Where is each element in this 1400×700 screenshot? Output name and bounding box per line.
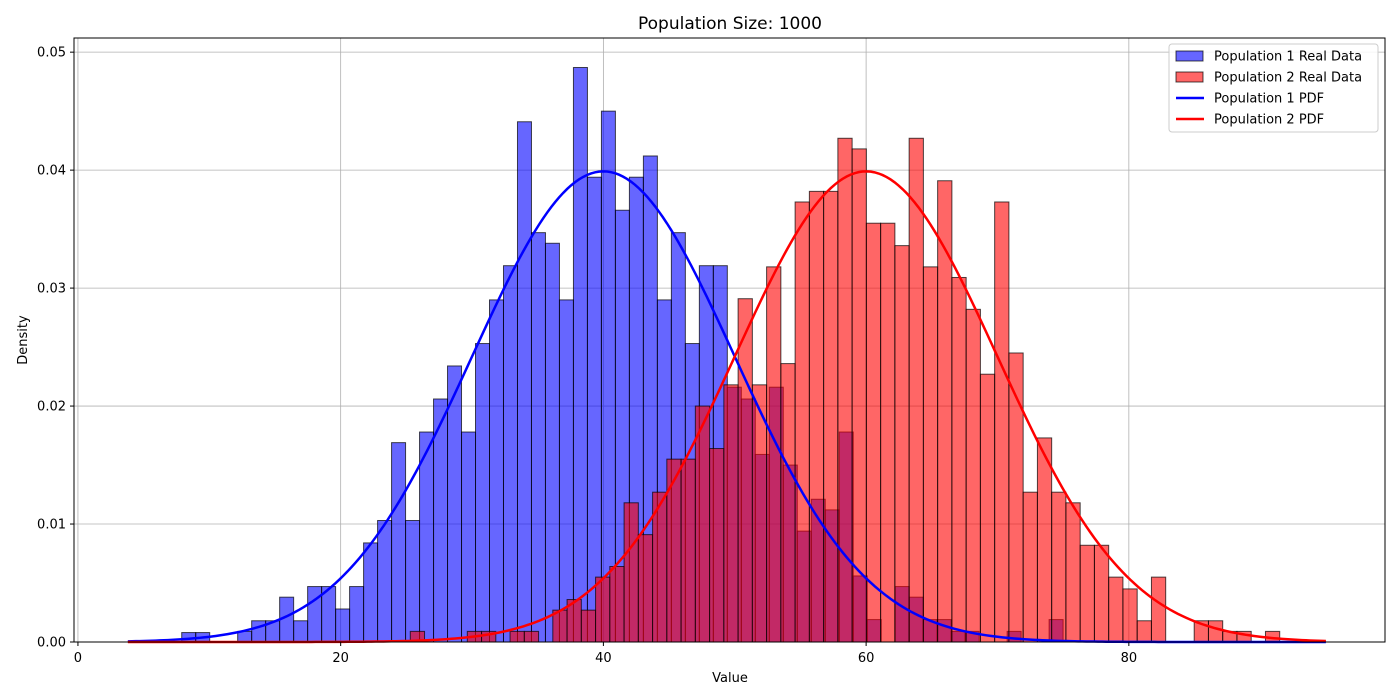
histogram-bar <box>880 222 896 643</box>
legend-swatch-patch <box>1175 71 1204 83</box>
histogram-bar <box>823 190 839 643</box>
histogram-bar <box>709 448 725 643</box>
histogram-bar <box>251 620 267 643</box>
y-tick-label: 0.03 <box>37 282 66 297</box>
histogram-bar <box>922 266 939 643</box>
legend: Population 1 Real Data Population 2 Real … <box>1168 43 1379 133</box>
histogram-bar <box>723 384 739 643</box>
plot-frame <box>73 37 1386 643</box>
histogram-bar <box>502 265 518 643</box>
histogram-bar <box>737 298 753 643</box>
histogram-bar <box>623 502 639 643</box>
legend-swatch-patch <box>1175 50 1204 62</box>
histogram-bar <box>1122 588 1138 643</box>
histogram-bar <box>951 276 967 643</box>
histogram-bar <box>321 586 337 643</box>
histogram-bar <box>1079 544 1095 643</box>
histogram-bar <box>994 201 1010 643</box>
y-axis-label: Density <box>16 315 31 365</box>
x-tick-label: 20 <box>332 651 349 666</box>
histogram-bar <box>1022 491 1038 643</box>
histogram-bar <box>780 363 796 643</box>
histogram-bar <box>572 66 588 643</box>
histogram-bar <box>1093 544 1110 643</box>
histogram-bar <box>851 148 867 643</box>
histogram-bar <box>794 201 810 643</box>
y-tick-label: 0.04 <box>37 164 66 179</box>
histogram-bar <box>558 299 574 643</box>
histogram-bar <box>1108 576 1124 643</box>
histogram-bar <box>335 608 351 643</box>
histogram-bar <box>530 232 546 643</box>
y-tick-label: 0.02 <box>37 400 66 415</box>
histogram-bar <box>475 343 491 643</box>
histogram-bar <box>586 176 602 643</box>
histogram-bar <box>637 534 654 643</box>
legend-box <box>1168 43 1379 133</box>
histogram-bar <box>1036 437 1053 643</box>
y-axis-ticks: 0.00 0.01 0.02 0.03 0.04 0.05 <box>37 46 74 651</box>
histogram-bar <box>1136 620 1152 643</box>
chart-title: Population Size: 1000 <box>638 14 822 34</box>
histogram-bar <box>600 110 616 643</box>
x-tick-label: 0 <box>74 651 82 666</box>
histogram-bar <box>680 458 696 643</box>
histogram-bar <box>1207 620 1224 643</box>
x-axis-ticks: 0 20 40 60 80 <box>74 642 1137 666</box>
histogram-bar <box>766 266 782 643</box>
histogram-bar <box>1051 491 1067 643</box>
histogram-bar <box>965 308 981 643</box>
histogram-bar <box>894 245 910 643</box>
histogram-bar <box>544 242 560 643</box>
histogram-bar <box>908 137 924 643</box>
histogram-bar <box>377 519 393 643</box>
y-tick-label: 0.05 <box>37 46 66 61</box>
histogram-bar <box>293 620 309 643</box>
x-tick-label: 40 <box>595 651 612 666</box>
histogram-bar <box>391 442 407 643</box>
histogram-bar <box>979 373 996 643</box>
histogram-bar <box>349 586 365 643</box>
x-axis-label: Value <box>712 671 748 686</box>
histogram-bar <box>1065 502 1081 643</box>
histogram-bar <box>523 630 540 643</box>
x-tick-label: 60 <box>858 651 875 666</box>
histogram-bar <box>516 121 532 643</box>
legend-entry-label: Population 1 PDF <box>1214 92 1324 107</box>
histogram-bar <box>405 519 421 643</box>
legend-entry-label: Population 1 Real Data <box>1214 50 1362 65</box>
histogram-bar <box>609 566 625 643</box>
y-tick-label: 0.00 <box>37 636 66 651</box>
histogram-bar <box>808 190 825 643</box>
histogram-bar <box>837 137 853 643</box>
histogram-bar <box>489 299 504 643</box>
histogram-bar <box>595 576 611 643</box>
histogram-bar <box>461 431 477 643</box>
histogram-bar <box>666 458 682 643</box>
histogram-bar <box>509 630 525 643</box>
histogram-bar <box>363 542 379 643</box>
histogram-bar <box>580 609 597 643</box>
histogram-bar <box>1150 576 1167 643</box>
x-tick-label: 80 <box>1121 651 1138 666</box>
histogram-bar <box>694 405 711 643</box>
legend-entry-label: Population 2 PDF <box>1214 113 1324 128</box>
y-tick-label: 0.01 <box>37 518 66 533</box>
histogram-bar <box>751 384 768 643</box>
legend-entry-label: Population 2 Real Data <box>1214 71 1362 86</box>
population-2-histogram <box>409 137 1281 643</box>
